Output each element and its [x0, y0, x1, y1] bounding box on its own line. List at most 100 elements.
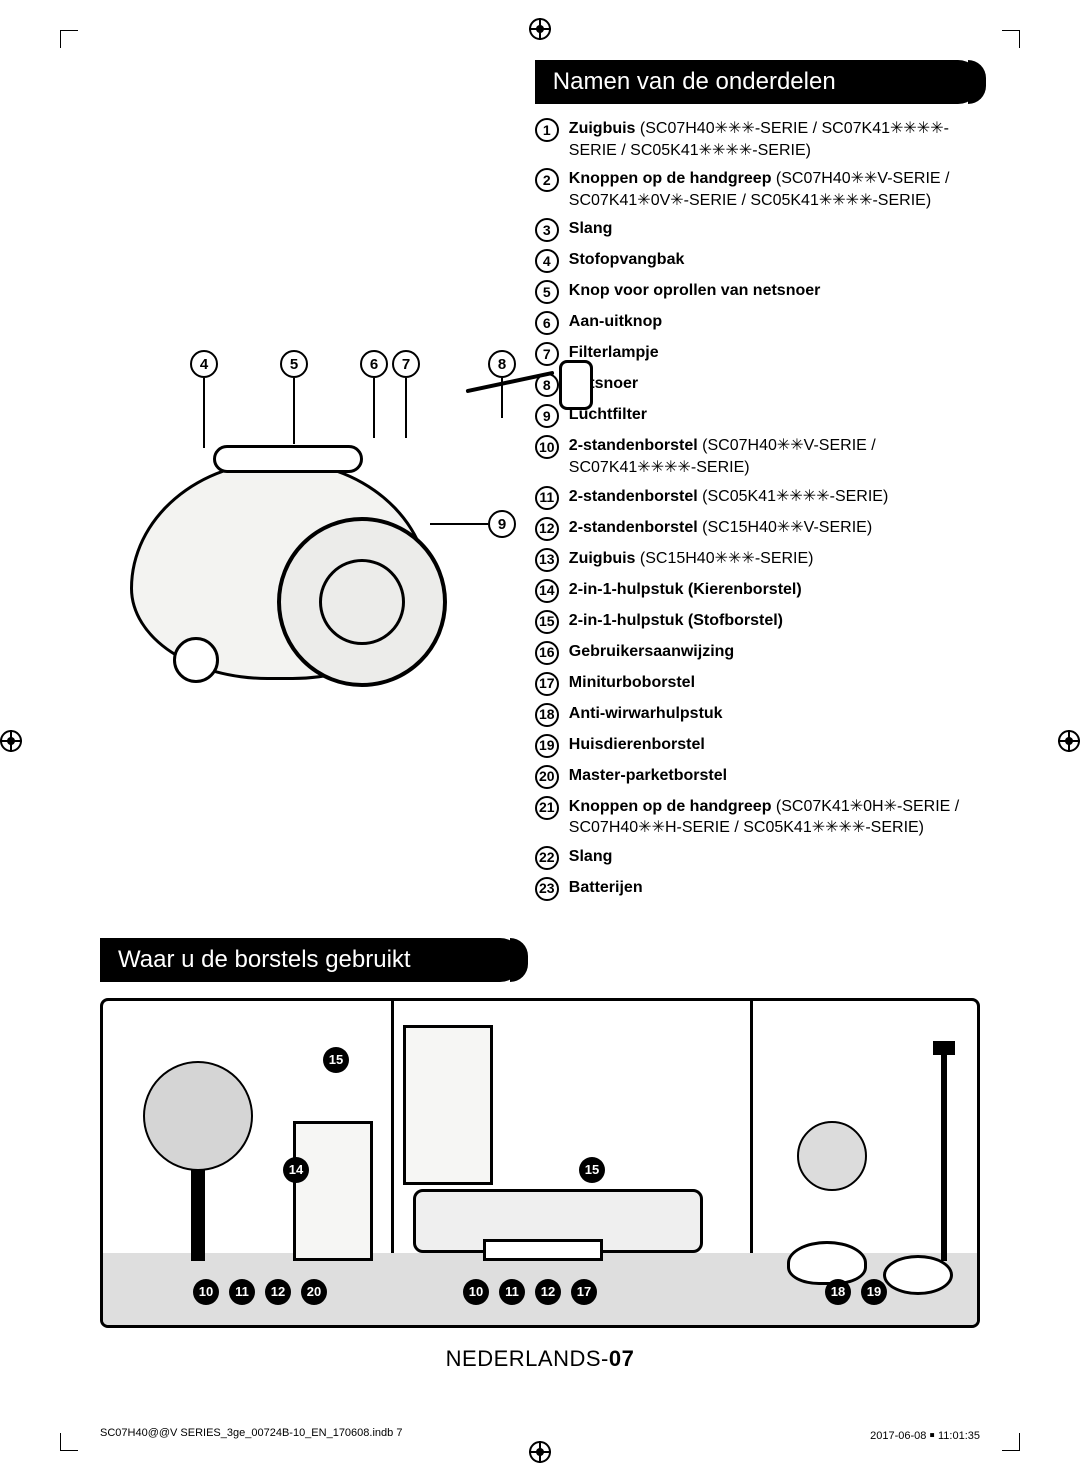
print-meta-left: SC07H40@@V SERIES_3ge_00724B-10_EN_17060… — [100, 1427, 402, 1443]
usage-marker: 20 — [301, 1279, 327, 1305]
callout-9: 9 — [488, 510, 516, 538]
part-number: 23 — [535, 877, 559, 901]
parts-list-item: 2 Knoppen op de handgreep (SC07H40✳✳V-SER… — [535, 168, 980, 211]
part-number: 9 — [535, 404, 559, 428]
coffee-table — [483, 1239, 603, 1261]
callout-8: 8 — [488, 350, 516, 378]
part-text: 2-standenborstel (SC05K41✳✳✳✳-SERIE) — [569, 486, 888, 508]
part-number: 11 — [535, 486, 559, 510]
parts-list-item: 19 Huisdierenborstel — [535, 734, 980, 758]
usage-marker: 12 — [265, 1279, 291, 1305]
callout-lead — [203, 378, 205, 448]
parts-list-item: 3 Slang — [535, 218, 980, 242]
part-text: Zuigbuis (SC07H40✳✳✳-SERIE / SC07K41✳✳✳✳… — [569, 118, 980, 161]
parts-list-item: 21Knoppen op de handgreep (SC07K41✳0H✳-S… — [535, 796, 980, 839]
part-text: 2-standenborstel (SC07H40✳✳V-SERIE / SC0… — [569, 435, 980, 478]
part-text: Miniturboborstel — [569, 672, 695, 694]
usage-marker: 10 — [463, 1279, 489, 1305]
part-number: 16 — [535, 641, 559, 665]
parts-list-item: 4 Stofopvangbak — [535, 249, 980, 273]
page-footer-lang: NEDERLANDS- — [446, 1346, 609, 1371]
registration-mark — [529, 1441, 551, 1463]
usage-marker-group: 10 11 12 20 — [193, 1279, 327, 1305]
plant-trunk — [191, 1169, 205, 1261]
part-text: 2-in-1-hulpstuk (Kierenborstel) — [569, 579, 802, 601]
crop-mark — [60, 1433, 78, 1451]
lamp-shade — [933, 1041, 955, 1055]
part-text: Aan-uitknop — [569, 311, 662, 333]
part-number: 13 — [535, 548, 559, 572]
parts-list-item: 23Batterijen — [535, 877, 980, 901]
parts-list-item: 16 Gebruikersaanwijzing — [535, 641, 980, 665]
part-text: Slang — [569, 846, 613, 868]
product-diagram: 4 5 6 7 8 9 — [100, 340, 505, 800]
part-number: 3 — [535, 218, 559, 242]
part-text: Huisdierenborstel — [569, 734, 705, 756]
callout-7: 7 — [392, 350, 420, 378]
part-text: Knop voor oprollen van netsnoer — [569, 280, 821, 302]
part-number: 5 — [535, 280, 559, 304]
part-number: 12 — [535, 517, 559, 541]
callout-4: 4 — [190, 350, 218, 378]
part-text: Gebruikersaanwijzing — [569, 641, 734, 663]
registration-mark — [529, 18, 551, 40]
usage-marker: 11 — [229, 1279, 255, 1305]
crop-mark — [1002, 1433, 1020, 1451]
part-number: 19 — [535, 734, 559, 758]
part-text: Zuigbuis (SC15H40✳✳✳-SERIE) — [569, 548, 814, 570]
callout-lead — [501, 378, 503, 418]
part-text: Master-parketborstel — [569, 765, 727, 787]
registration-mark — [0, 730, 22, 752]
part-text: Anti-wirwarhulpstuk — [569, 703, 723, 725]
part-text: 2-standenborstel (SC15H40✳✳V-SERIE) — [569, 517, 872, 539]
parts-list-item: 6Aan-uitknop — [535, 311, 980, 335]
vacuum-body — [130, 460, 430, 680]
vacuum-wheel-small — [173, 637, 219, 683]
parts-list-item: 8Netsnoer — [535, 373, 980, 397]
heading-parts: Namen van de onderdelen — [535, 60, 980, 104]
part-number: 17 — [535, 672, 559, 696]
page-footer: NEDERLANDS-07 — [100, 1346, 980, 1372]
parts-list-item: 12 2-standenborstel (SC15H40✳✳V-SERIE) — [535, 517, 980, 541]
part-text: Slang — [569, 218, 613, 240]
usage-marker: 11 — [499, 1279, 525, 1305]
callout-lead — [373, 378, 375, 438]
parts-list-item: 5 Knop voor oprollen van netsnoer — [535, 280, 980, 304]
vacuum-buttons — [213, 445, 363, 473]
crop-mark — [60, 30, 78, 48]
usage-marker: 10 — [193, 1279, 219, 1305]
parts-list-item: 14 2-in-1-hulpstuk (Kierenborstel) — [535, 579, 980, 603]
parts-list-item: 9Luchtfilter — [535, 404, 980, 428]
part-number: 4 — [535, 249, 559, 273]
part-number: 14 — [535, 579, 559, 603]
usage-marker: 19 — [861, 1279, 887, 1305]
floor-lamp — [941, 1051, 947, 1261]
usage-marker: 18 — [825, 1279, 851, 1305]
part-number: 22 — [535, 846, 559, 870]
part-number: 2 — [535, 168, 559, 192]
usage-marker: 15 — [323, 1047, 349, 1073]
callout-6: 6 — [360, 350, 388, 378]
room-divider — [391, 1001, 394, 1253]
parts-list-item: 7Filterlampje — [535, 342, 980, 366]
plant-left — [143, 1061, 253, 1171]
callout-lead — [405, 378, 407, 438]
bookshelf — [403, 1025, 493, 1185]
usage-marker: 15 — [579, 1157, 605, 1183]
part-number: 20 — [535, 765, 559, 789]
parts-list-item: 18Anti-wirwarhulpstuk — [535, 703, 980, 727]
part-text: Knoppen op de handgreep (SC07K41✳0H✳-SER… — [569, 796, 980, 839]
parts-list: 1 Zuigbuis (SC07H40✳✳✳-SERIE / SC07K41✳✳✳… — [535, 118, 980, 901]
print-meta-right: 2017-06-08 ￭ 11:01:35 — [870, 1427, 980, 1443]
callout-5: 5 — [280, 350, 308, 378]
part-number: 1 — [535, 118, 559, 142]
part-number: 7 — [535, 342, 559, 366]
vacuum-plug — [559, 360, 593, 410]
part-text: Stofopvangbak — [569, 249, 685, 271]
usage-marker: 17 — [571, 1279, 597, 1305]
parts-list-item: 102-standenborstel (SC07H40✳✳V-SERIE / S… — [535, 435, 980, 478]
page-footer-number: 07 — [609, 1346, 634, 1371]
plant-right — [797, 1121, 867, 1191]
cabinet — [293, 1121, 373, 1261]
part-text: Knoppen op de handgreep (SC07H40✳✳V-SERI… — [569, 168, 980, 211]
